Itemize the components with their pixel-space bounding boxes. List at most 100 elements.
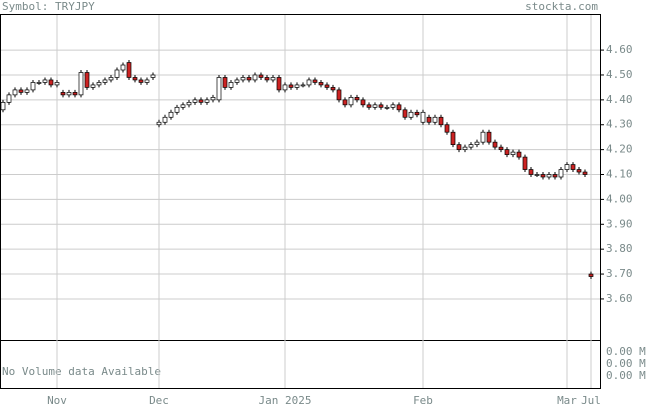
candle-body: [372, 104, 378, 108]
candle-body: [546, 174, 552, 178]
candle-body: [12, 89, 18, 96]
candle-body: [354, 97, 360, 101]
volume-tick-label: 0.00 M: [606, 369, 646, 382]
candle-body: [426, 116, 432, 123]
price-frame: [0, 14, 601, 341]
candle-body: [318, 82, 324, 86]
candle-body: [534, 174, 540, 176]
candle-body: [474, 141, 480, 145]
candle-body: [450, 131, 456, 145]
y-tick-label: 4.30: [606, 118, 633, 131]
candle-body: [360, 99, 366, 106]
candle-body: [558, 169, 564, 178]
candle-body: [516, 151, 522, 158]
candle-body: [42, 79, 48, 83]
candle-body: [522, 156, 528, 170]
candle-body: [210, 97, 216, 101]
y-tick-label: 4.10: [606, 168, 633, 181]
candle-body: [102, 79, 108, 83]
candle-body: [588, 273, 594, 277]
source: stockta.com: [525, 0, 598, 13]
candle-body: [30, 82, 36, 91]
candle-body: [396, 104, 402, 111]
candle-body: [126, 62, 132, 78]
candle-body: [390, 104, 396, 108]
candle-body: [300, 84, 306, 87]
candle-body: [150, 74, 156, 78]
candle-body: [462, 146, 468, 150]
candle-body: [270, 77, 276, 81]
candle-body: [198, 99, 204, 103]
candle-body: [582, 171, 588, 175]
candle-body: [366, 104, 372, 108]
candle-body: [336, 89, 342, 101]
candle-body: [252, 74, 258, 81]
candle-body: [552, 174, 558, 178]
candle-body: [456, 144, 462, 150]
candle-body: [342, 99, 348, 106]
candle-body: [348, 97, 354, 106]
candle-body: [420, 111, 426, 123]
candle-body: [228, 82, 234, 88]
y-tick-label: 3.70: [606, 267, 633, 280]
candle-body: [0, 101, 6, 111]
x-tick-label: Nov: [47, 394, 67, 406]
candle-body: [570, 164, 576, 170]
candle-body: [402, 109, 408, 118]
y-tick-label: 4.60: [606, 43, 633, 56]
candle-body: [180, 104, 186, 108]
y-tick-label: 4.00: [606, 192, 633, 205]
candle-body: [438, 116, 444, 126]
candle-body: [114, 69, 120, 78]
volume-note: No Volume data Available: [2, 365, 161, 378]
candle-body: [258, 74, 264, 78]
candle-body: [276, 77, 282, 91]
candle-body: [378, 104, 384, 108]
candle-body: [120, 64, 126, 71]
x-tick-label: Feb: [413, 394, 433, 406]
candle-body: [72, 92, 78, 96]
candle-body: [234, 79, 240, 83]
candle-body: [264, 77, 270, 81]
candle-body: [408, 111, 414, 118]
candle-body: [204, 99, 210, 103]
y-tick-label: 4.50: [606, 68, 633, 81]
candle-body: [468, 144, 474, 148]
candle-body: [492, 141, 498, 148]
candle-body: [432, 116, 438, 123]
candle-body: [138, 79, 144, 83]
candle-body: [174, 106, 180, 113]
candle-body: [54, 82, 60, 86]
candle-body: [294, 84, 300, 88]
candle-body: [504, 149, 510, 155]
candle-body: [540, 174, 546, 178]
candle-body: [60, 92, 66, 96]
x-tick-label: Dec: [149, 394, 169, 406]
y-tick-label: 3.60: [606, 292, 633, 305]
candle-body: [156, 121, 162, 126]
candle-body: [66, 92, 72, 96]
candle-body: [168, 111, 174, 118]
candle-body: [222, 77, 228, 88]
candle-body: [132, 77, 138, 81]
chart-title: Symbol: TRYJPY: [2, 0, 95, 13]
x-tick-label: Jan 2025: [259, 394, 312, 406]
y-tick-label: 4.20: [606, 143, 633, 156]
candle-body: [282, 84, 288, 91]
candle-body: [384, 106, 390, 109]
candle-body: [414, 111, 420, 116]
candle-body: [480, 131, 486, 143]
volume-tick-label: 0.00 M: [606, 357, 646, 370]
candle-body: [324, 84, 330, 88]
candle-body: [306, 79, 312, 86]
y-tick-label: 4.40: [606, 93, 633, 106]
candle-body: [78, 72, 84, 96]
x-tick-label: Jul: [581, 394, 601, 406]
candle-body: [330, 87, 336, 91]
candle-body: [486, 131, 492, 143]
candle-body: [498, 146, 504, 150]
candle-body: [240, 77, 246, 81]
candle-body: [90, 84, 96, 88]
